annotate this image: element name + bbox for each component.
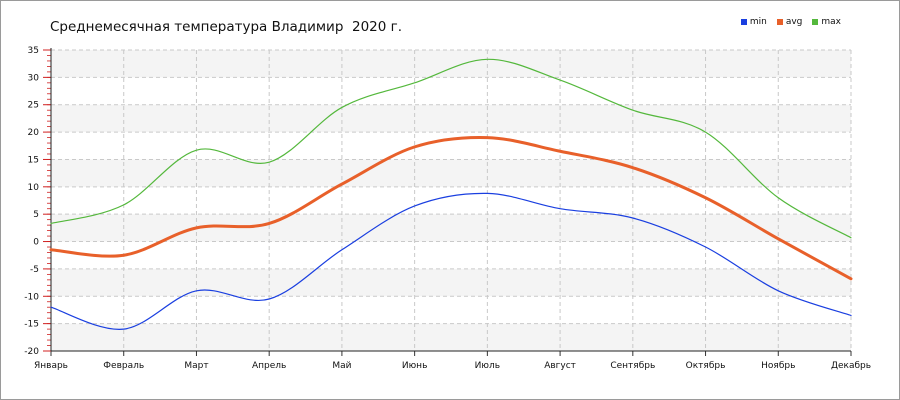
legend-label-avg: avg (785, 17, 803, 27)
x-tick-label: Август (544, 361, 576, 371)
y-tick-label: 20 (28, 128, 40, 138)
x-tick-label: Июнь (402, 361, 428, 371)
series-line-min (50, 192, 852, 330)
x-tick-label: Ноябрь (761, 361, 795, 371)
legend-item-min: min (740, 17, 767, 27)
legend-swatch-max (812, 19, 819, 25)
legend-swatch-avg (776, 19, 783, 25)
grid-band (51, 104, 851, 133)
legend-item-max: max (812, 17, 841, 27)
series-line-max (50, 58, 852, 239)
chart-title: Среднемесячная температура Владимир 2020… (50, 19, 403, 35)
grid-band (51, 214, 851, 242)
y-tick-label: 0 (33, 238, 39, 248)
legend-label-max: max (821, 17, 841, 27)
y-tick-label: -20 (24, 347, 39, 357)
x-tick-label: Декабрь (831, 361, 871, 371)
y-tick-label: -5 (30, 265, 39, 275)
x-tick-label: Апрель (252, 361, 286, 371)
legend-swatch-min (740, 19, 747, 25)
y-tick-label: 10 (28, 183, 40, 193)
y-tick-label: 30 (28, 73, 40, 83)
chart-legend: min avg max (740, 17, 841, 27)
x-tick-label: Май (332, 361, 351, 371)
y-tick-label: 25 (28, 101, 39, 111)
x-tick-label: Сентябрь (610, 361, 655, 371)
grid-band (51, 159, 851, 187)
x-tick-label: Июль (475, 361, 500, 371)
x-tick-label: Февраль (103, 361, 144, 371)
x-tick-label: Октябрь (686, 361, 726, 371)
grid-band (51, 268, 851, 297)
y-tick-label: -15 (24, 320, 39, 330)
series-line-avg (49, 135, 853, 281)
y-tick-label: 15 (28, 155, 39, 165)
y-tick-label: -10 (24, 292, 39, 302)
grid-band (51, 50, 851, 78)
x-tick-label: Январь (34, 361, 68, 371)
legend-label-min: min (749, 17, 767, 27)
x-tick-label: Март (184, 361, 208, 371)
y-tick-label: 35 (28, 46, 39, 56)
grid-band (51, 323, 851, 351)
y-tick-label: 5 (33, 210, 39, 220)
legend-item-avg: avg (776, 17, 803, 27)
